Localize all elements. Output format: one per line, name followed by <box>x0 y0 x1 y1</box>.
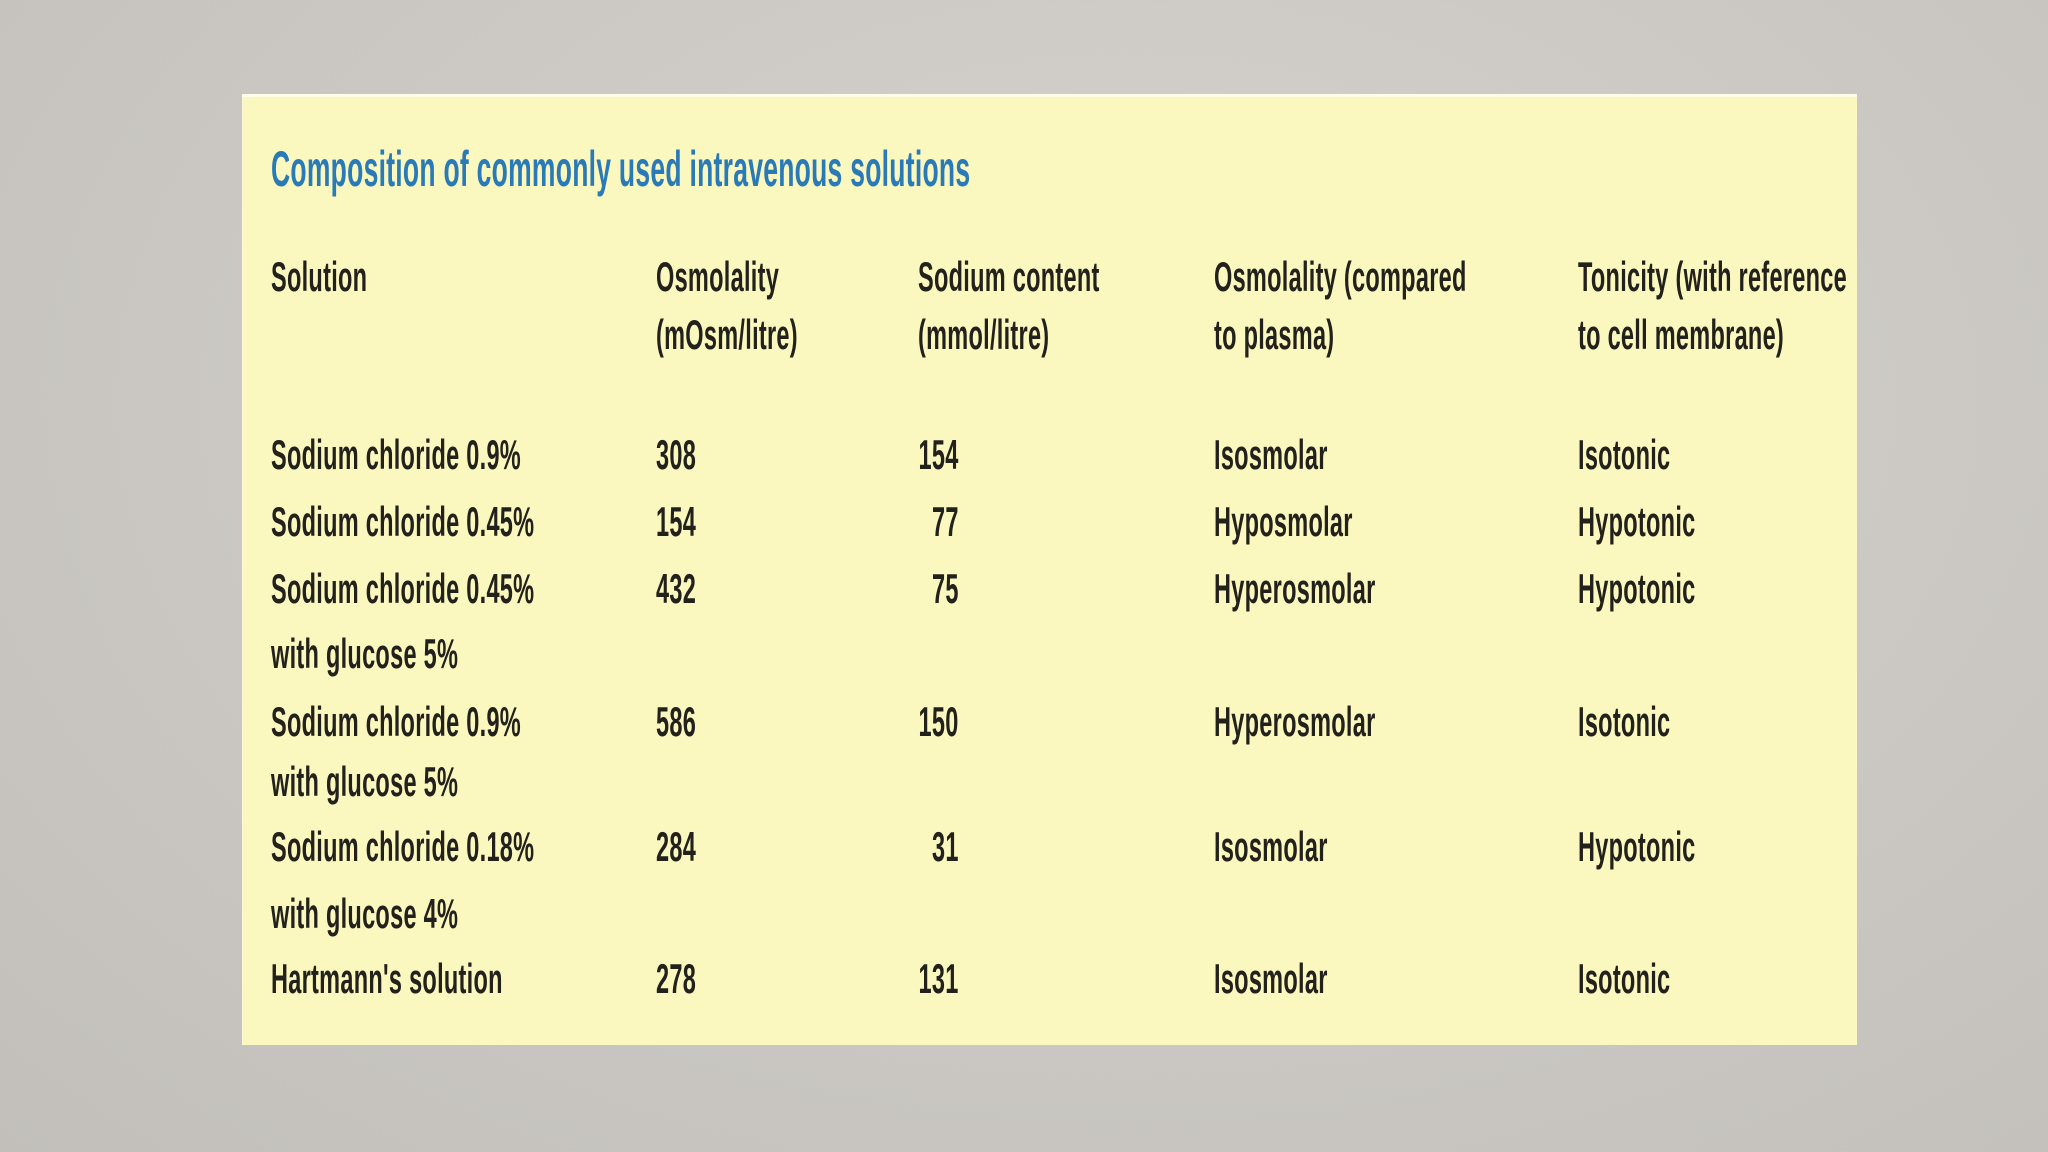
tonicity-value: Isotonic <box>1578 431 1671 478</box>
osmolarity-type-cell: Hyposmolar <box>1214 501 1462 543</box>
table-row: Sodium chloride 0.9% 308 154 Isosmolar I… <box>243 434 1857 476</box>
sodium-cell: 31 <box>243 826 959 868</box>
sodium-value: 31 <box>932 823 959 870</box>
osmolarity-type-cell: Isosmolar <box>1214 958 1417 1000</box>
column-header-plasma-cont-text: to plasma) <box>1214 311 1335 358</box>
osmolarity-type-cell: Hyperosmolar <box>1214 568 1502 610</box>
tonicity-cell: Hypotonic <box>1578 568 1788 610</box>
solution-name: Hartmann's solution <box>271 955 503 1002</box>
column-header-tonicity: Tonicity (with reference <box>1578 256 2048 298</box>
solution-name-cell: Hartmann's solution <box>271 958 685 1000</box>
osmolality-vs-plasma-value: Hyperosmolar <box>1214 565 1376 612</box>
solution-name-line2: with glucose 4% <box>271 890 459 937</box>
table-row-continuation: with glucose 4% <box>243 893 1857 935</box>
tonicity-value: Isotonic <box>1578 955 1671 1002</box>
solution-name-cell: with glucose 5% <box>271 761 605 803</box>
table-header-row-line2: (mOsm/litre) (mmol/litre) to plasma) to … <box>243 314 1857 356</box>
sodium-cell: 154 <box>243 434 959 476</box>
tonicity-value: Hypotonic <box>1578 565 1696 612</box>
sodium-value: 131 <box>918 955 959 1002</box>
solution-name: Sodium chloride 0.9% <box>271 698 522 745</box>
sodium-value: 77 <box>932 498 959 545</box>
solution-name-cell: Sodium chloride 0.45% <box>271 501 741 543</box>
table-header-row-line1: Solution Osmolality Sodium content Osmol… <box>243 256 1857 298</box>
table-row: Sodium chloride 0.45% 432 75 Hyperosmola… <box>243 568 1857 610</box>
tonicity-cell: Hypotonic <box>1578 501 1788 543</box>
tonicity-cell: Isotonic <box>1578 434 1743 476</box>
tonicity-value: Hypotonic <box>1578 498 1696 545</box>
osmolarity-type-cell: Isosmolar <box>1214 434 1417 476</box>
osmolality-cell: 154 <box>656 501 728 543</box>
solution-name-cell: Sodium chloride 0.18% <box>271 826 741 868</box>
tonicity-cell: Isotonic <box>1578 958 1743 1000</box>
table-row: Hartmann's solution 278 131 Isosmolar Is… <box>243 958 1857 1000</box>
osmolality-vs-plasma-value: Isosmolar <box>1214 431 1328 478</box>
osmolality-cell: 284 <box>656 826 728 868</box>
column-header-osmolality-vs-plasma: Osmolality (compared <box>1214 256 1665 298</box>
column-header-solution: Solution <box>271 256 443 298</box>
column-header-osmolality-text: Osmolality <box>656 253 780 300</box>
sodium-cell: 150 <box>243 701 959 743</box>
osmolality-cell: 278 <box>656 958 728 1000</box>
column-header-sodium-content: Sodium content <box>918 256 1242 298</box>
osmolality-cell: 308 <box>656 434 728 476</box>
column-header-osmolality-vs-plasma-text: Osmolality (compared <box>1214 253 1467 300</box>
iv-solutions-table-panel: Composition of commonly used intravenous… <box>242 94 1857 1045</box>
osmolarity-type-cell: Hyperosmolar <box>1214 701 1502 743</box>
sodium-value: 150 <box>918 698 959 745</box>
solution-name-cell: with glucose 4% <box>271 893 605 935</box>
table-row: Sodium chloride 0.18% 284 31 Isosmolar H… <box>243 826 1857 868</box>
tonicity-cell: Isotonic <box>1578 701 1743 743</box>
column-header-tonicity-text: Tonicity (with reference <box>1578 253 1847 300</box>
osmolality-value: 278 <box>656 955 697 1002</box>
osmolality-vs-plasma-value: Hyperosmolar <box>1214 698 1376 745</box>
column-header-plasma-cont: to plasma) <box>1214 314 1429 356</box>
column-header-membrane-cont-text: to cell membrane) <box>1578 311 1785 358</box>
table-row-continuation: with glucose 5% <box>243 761 1857 803</box>
osmolality-cell: 586 <box>656 701 728 743</box>
solution-name-cell: Sodium chloride 0.9% <box>271 701 717 743</box>
osmolality-vs-plasma-value: Isosmolar <box>1214 955 1328 1002</box>
solution-name-cell: Sodium chloride 0.45% <box>271 568 741 610</box>
osmolality-cell: 432 <box>656 568 728 610</box>
table-title: Composition of commonly used intravenous… <box>271 141 971 197</box>
column-header-sodium-units: (mmol/litre) <box>918 314 1153 356</box>
column-header-solution-text: Solution <box>271 253 368 300</box>
table-row-continuation: with glucose 5% <box>243 633 1857 675</box>
osmolality-value: 154 <box>656 498 697 545</box>
osmolality-value: 284 <box>656 823 697 870</box>
table-title-wrap: Composition of commonly used intravenous… <box>271 143 1591 195</box>
sodium-cell: 131 <box>243 958 959 1000</box>
sodium-value: 75 <box>932 565 959 612</box>
tonicity-value: Hypotonic <box>1578 823 1696 870</box>
table-row: Sodium chloride 0.9% 586 150 Hyperosmola… <box>243 701 1857 743</box>
solution-name: Sodium chloride 0.9% <box>271 431 522 478</box>
column-header-osmolality-units-text: (mOsm/litre) <box>656 311 798 358</box>
column-header-sodium-content-text: Sodium content <box>918 253 1100 300</box>
sodium-value: 154 <box>918 431 959 478</box>
column-header-membrane-cont: to cell membrane) <box>1578 314 1946 356</box>
solution-name-cell: with glucose 5% <box>271 633 605 675</box>
osmolality-value: 308 <box>656 431 697 478</box>
osmolality-value: 432 <box>656 565 697 612</box>
column-header-sodium-units-text: (mmol/litre) <box>918 311 1050 358</box>
solution-name: Sodium chloride 0.45% <box>271 565 535 612</box>
solution-name-line2: with glucose 5% <box>271 630 459 677</box>
column-header-osmolality-units: (mOsm/litre) <box>656 314 909 356</box>
solution-name: Sodium chloride 0.18% <box>271 823 535 870</box>
osmolality-value: 586 <box>656 698 697 745</box>
tonicity-value: Isotonic <box>1578 698 1671 745</box>
solution-name-line2: with glucose 5% <box>271 758 459 805</box>
solution-name: Sodium chloride 0.45% <box>271 498 535 545</box>
sodium-cell: 77 <box>243 501 959 543</box>
solution-name-cell: Sodium chloride 0.9% <box>271 434 717 476</box>
osmolality-vs-plasma-value: Hyposmolar <box>1214 498 1353 545</box>
column-header-osmolality: Osmolality <box>656 256 876 298</box>
osmolarity-type-cell: Isosmolar <box>1214 826 1417 868</box>
osmolality-vs-plasma-value: Isosmolar <box>1214 823 1328 870</box>
sodium-cell: 75 <box>243 568 959 610</box>
table-row: Sodium chloride 0.45% 154 77 Hyposmolar … <box>243 501 1857 543</box>
tonicity-cell: Hypotonic <box>1578 826 1788 868</box>
